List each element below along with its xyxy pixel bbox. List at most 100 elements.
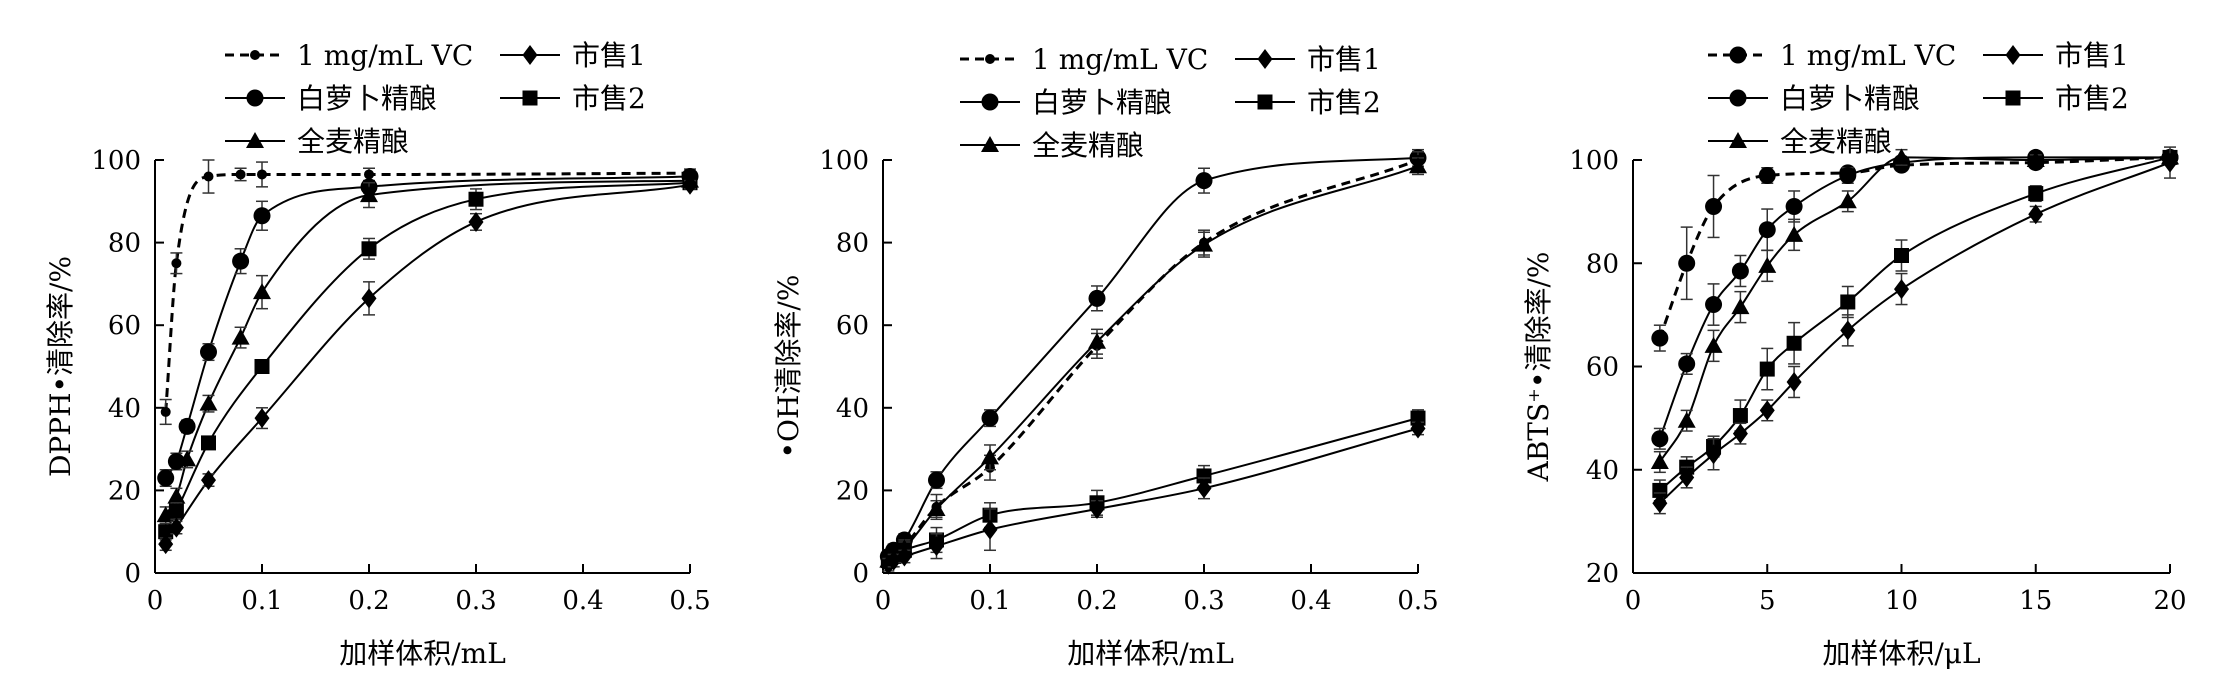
x-axis-title: 加样体积/mL: [339, 637, 506, 670]
series-line-s1: [164, 183, 691, 545]
legend-marker: [1257, 94, 1273, 110]
legend-item-s2: 市售2: [500, 82, 646, 115]
data-point-wheat: [1785, 225, 1804, 242]
series-line-s1: [1659, 161, 2171, 505]
legend-item-s1: 市售1: [1983, 39, 2129, 72]
data-point-radish: [1758, 221, 1776, 239]
series-vc: [159, 159, 696, 426]
y-tick-label: 80: [108, 229, 141, 259]
data-point-s1: [896, 546, 912, 567]
legend-label: 白萝卜精酿: [1780, 82, 1920, 115]
legend: 1 mg/mL VC 市售1 白萝卜精酿 市售2 全麦精酿: [960, 43, 1381, 162]
legend-item-s1: 市售1: [1235, 43, 1381, 76]
legend-label: 市售2: [2055, 82, 2129, 115]
legend-item-wheat: 全麦精酿: [1708, 125, 1892, 158]
data-point-s2: [168, 503, 184, 519]
data-point-s1: [1196, 478, 1212, 499]
legend-marker: [246, 132, 264, 148]
data-point-radish: [1731, 262, 1749, 280]
data-point-vc: [1678, 254, 1696, 272]
series-line-s1: [887, 427, 1419, 566]
x-tick-label: 0.4: [1290, 586, 1331, 616]
legend-marker: [981, 136, 999, 152]
x-tick-label: 0.3: [455, 586, 496, 616]
y-tick-label: 0: [124, 559, 141, 589]
y-tick-label: 100: [1569, 146, 1619, 176]
data-point-vc: [203, 171, 214, 182]
y-tick-label: 20: [836, 476, 869, 506]
legend-label: 1 mg/mL VC: [1032, 43, 1208, 76]
data-point-radish: [1839, 166, 1857, 184]
x-tick-label: 0: [1625, 586, 1642, 616]
y-tick-label: 60: [108, 311, 141, 341]
y-tick-label: 60: [1586, 353, 1619, 383]
series-line-s2: [1659, 156, 2171, 492]
y-axis-title: ABTS⁺•清除率/%: [1522, 252, 1555, 483]
data-point-wheat: [1409, 157, 1427, 174]
data-point-wheat: [360, 186, 378, 203]
series-wheat: [1650, 148, 2179, 474]
x-axis-title: 加样体积/μL: [1822, 637, 1980, 670]
data-point-wheat: [1838, 192, 1857, 209]
x-tick-label: 0: [147, 586, 164, 616]
data-point-wheat: [1892, 148, 1911, 165]
y-tick-label: 80: [836, 229, 869, 259]
legend-item-s2: 市售2: [1983, 82, 2129, 115]
legend-label: 全麦精酿: [1032, 129, 1144, 162]
series-wheat: [156, 171, 699, 525]
legend-label: 市售1: [2055, 39, 2129, 72]
data-point-s1: [1732, 423, 1748, 444]
data-point-s1: [1089, 498, 1105, 519]
legend-item-radish: 白萝卜精酿: [225, 82, 437, 115]
legend-marker: [1729, 46, 1747, 64]
legend-label: 市售2: [1307, 86, 1381, 119]
data-point-radish: [157, 469, 175, 487]
data-point-wheat: [927, 499, 946, 516]
data-point-wheat: [1758, 256, 1777, 273]
x-tick-label: 0.3: [1183, 586, 1224, 616]
x-tick-label: 5: [1759, 586, 1776, 616]
x-tick-label: 0.1: [241, 586, 282, 616]
legend-item-vc: 1 mg/mL VC: [1708, 39, 1956, 72]
series-line-vc: [887, 158, 1419, 562]
data-point-s2: [1732, 408, 1748, 424]
chart-panel-oh: 0 0.1 0.2 0.3 0.4 0.5 0 20 40 60 80 100 加样体积/mL •OH清除…: [772, 43, 1439, 670]
y-tick-label: 40: [836, 394, 869, 424]
x-tick-label: 0.5: [669, 586, 710, 616]
legend-label: 全麦精酿: [297, 125, 409, 158]
legend-item-s2: 市售2: [1235, 86, 1381, 119]
data-point-vc: [171, 258, 182, 269]
legend-item-s1: 市售1: [500, 39, 646, 72]
data-point-s1: [168, 517, 184, 538]
series-s1: [1652, 146, 2178, 515]
data-point-s1: [254, 408, 270, 429]
legend-item-wheat: 全麦精酿: [960, 129, 1144, 162]
data-point-radish: [232, 252, 250, 270]
legend-marker: [2005, 90, 2021, 106]
legend-item-wheat: 全麦精酿: [225, 125, 409, 158]
data-point-s1: [1840, 320, 1856, 341]
data-point-s1: [2162, 152, 2178, 173]
data-point-radish: [981, 409, 999, 427]
data-point-s1: [468, 211, 484, 232]
data-point-s1: [1786, 371, 1802, 392]
data-point-s1: [886, 550, 902, 571]
y-tick-label: 20: [108, 476, 141, 506]
chart-panel-dpph: 0 0.1 0.2 0.3 0.4 0.5 0 20 40 60 80 100 加样体积/mL DPPH•…: [44, 39, 711, 670]
legend-marker: [250, 50, 260, 60]
y-tick-label: 100: [819, 146, 869, 176]
data-point-wheat: [1195, 235, 1213, 252]
data-point-s2: [2028, 186, 2044, 202]
data-point-vc: [1705, 197, 1723, 215]
data-point-s1: [361, 288, 377, 309]
data-point-s2: [1196, 468, 1212, 484]
data-point-radish: [1678, 355, 1696, 373]
data-point-s2: [254, 359, 270, 374]
x-tick-label: 20: [2153, 586, 2186, 616]
series-s1: [880, 418, 1426, 575]
series-line-wheat: [164, 179, 691, 516]
data-point-s2: [1786, 335, 1802, 351]
series-radish: [879, 148, 1427, 565]
data-point-s1: [1410, 418, 1426, 439]
data-point-wheat: [981, 448, 999, 465]
